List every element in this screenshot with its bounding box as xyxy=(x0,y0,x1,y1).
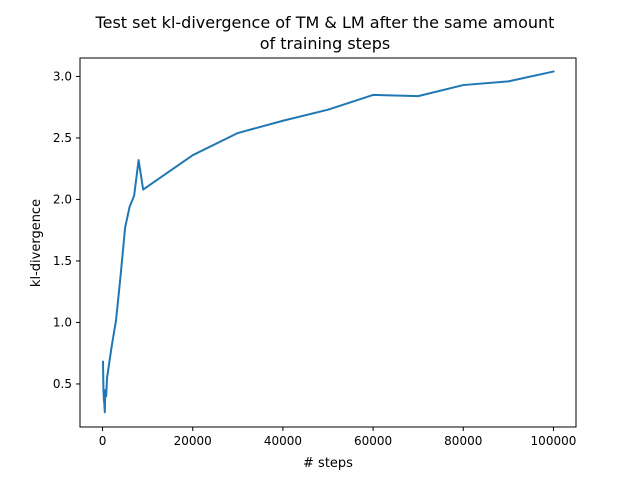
x-tick-label: 60000 xyxy=(354,434,392,448)
x-tick-label: 20000 xyxy=(174,434,212,448)
plot-area-frame xyxy=(79,57,577,428)
x-axis-label: # steps xyxy=(303,456,353,471)
y-axis-ticks: 0.5 1.0 1.5 2.0 2.5 3.0 xyxy=(53,69,80,391)
x-tick-label: 80000 xyxy=(444,434,482,448)
x-tick-label: 0 xyxy=(99,434,107,448)
y-tick-label: 2.0 xyxy=(53,192,72,206)
y-tick-label: 1.5 xyxy=(53,254,72,268)
chart-title-line-2: of training steps xyxy=(260,34,391,53)
x-tick-label: 100000 xyxy=(531,434,577,448)
y-tick-label: 1.0 xyxy=(53,315,72,329)
y-tick-label: 3.0 xyxy=(53,69,72,83)
x-axis-ticks: 0 20000 40000 60000 80000 100000 xyxy=(99,427,577,448)
y-axis-label: kl-divergence xyxy=(29,199,44,287)
y-tick-label: 0.5 xyxy=(53,377,72,391)
chart-title-line-1: Test set kl-divergence of TM & LM after … xyxy=(95,13,555,32)
y-tick-label: 2.5 xyxy=(53,131,72,145)
series-line xyxy=(101,70,555,414)
x-tick-label: 40000 xyxy=(264,434,302,448)
